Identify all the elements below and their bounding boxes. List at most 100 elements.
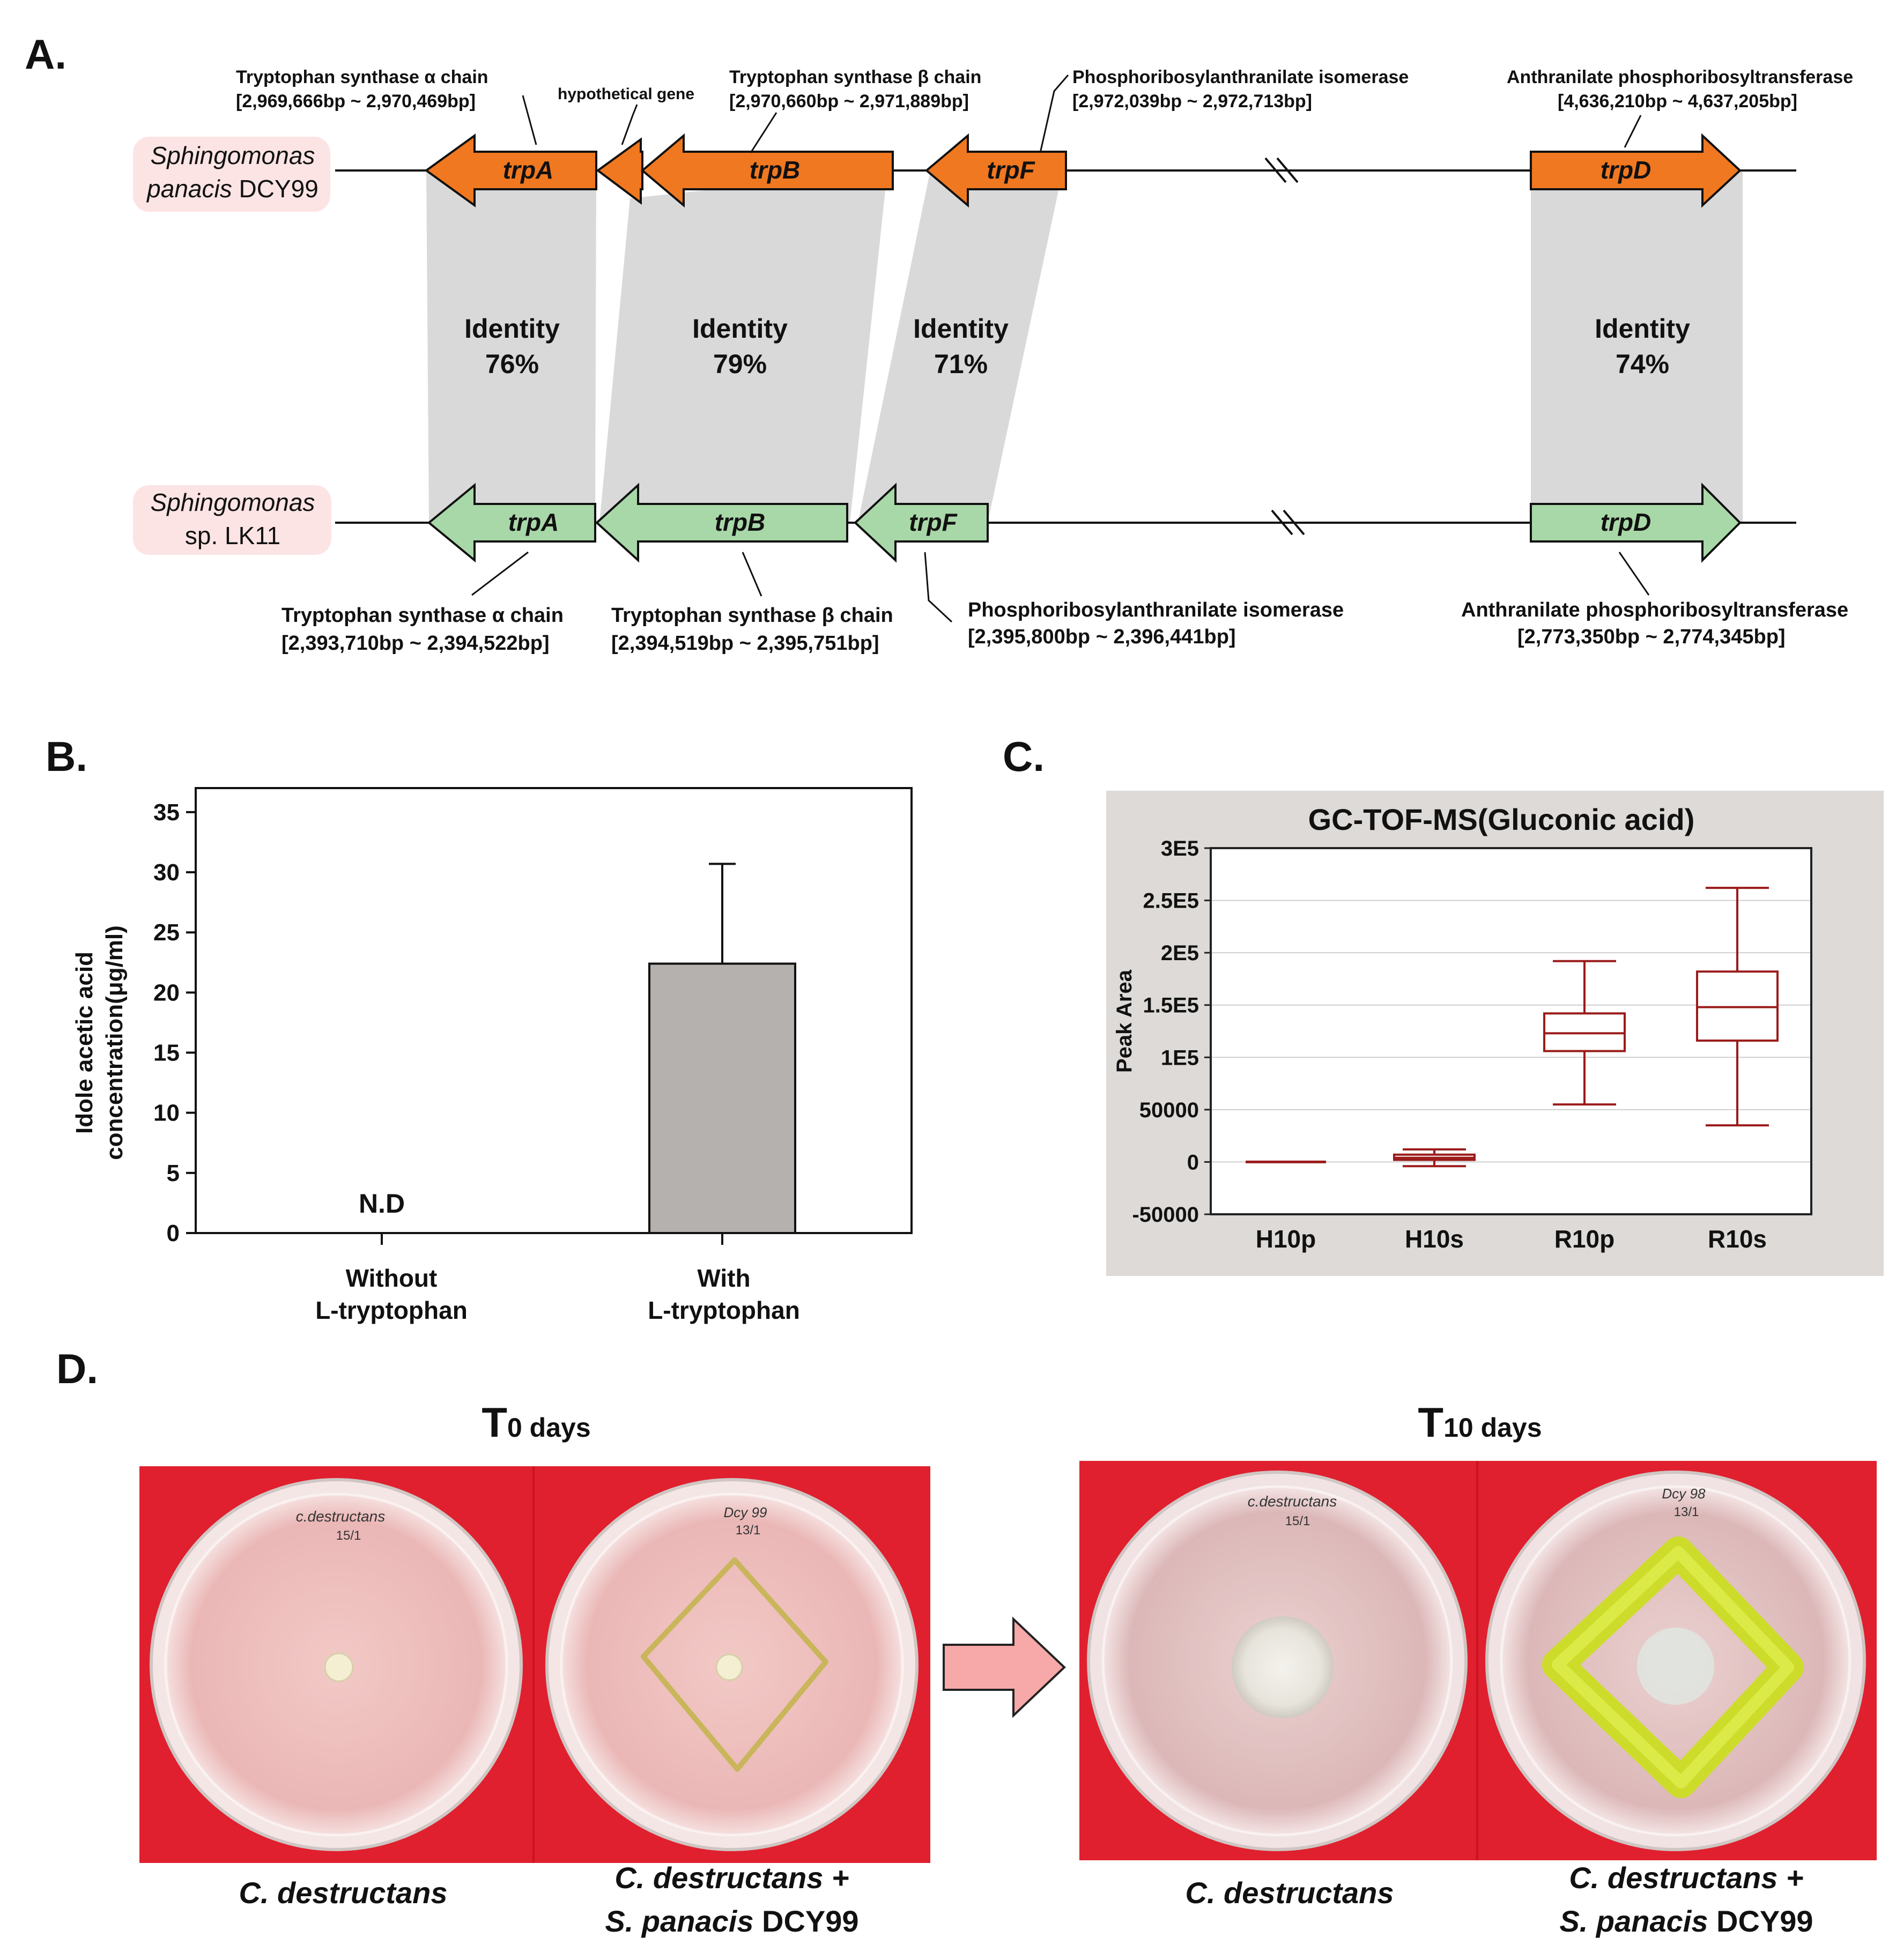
bottom-gene-trpA-label: trpA [508, 508, 559, 536]
fungus-plug-t0-coculture [715, 1653, 743, 1681]
identity-value-a: 76% [485, 349, 539, 379]
fungus-colony-t10-coculture [1637, 1628, 1714, 1705]
box-ytick-label-1: 0 [1187, 1150, 1199, 1174]
bacterial-streak-t0 [641, 1557, 828, 1772]
bottom-trpD-leader [1618, 552, 1650, 596]
bar-annotation-0: N.D [359, 1189, 405, 1219]
identity-label-d: Identity [1595, 314, 1690, 344]
caption-t10-coculture-line1: C. destructans + [1569, 1861, 1803, 1895]
t0-header: T0 days [482, 1399, 590, 1446]
caption-t10-coculture-line2: S. panacis DCY99 [1559, 1904, 1813, 1938]
svg-text:c.destructans: c.destructans [1248, 1493, 1337, 1510]
bottom-gene-trpD-label: trpD [1601, 508, 1651, 536]
box-chart: -50000 0 50000 1E5 1.5E5 2E5 2.5E5 3E5 H10p H10s R… [1132, 837, 1812, 1253]
top-organism-line1: Sphingomonas [151, 142, 315, 169]
bar-chart: 0 5 10 15 20 25 30 35 N.D [153, 787, 913, 1246]
bottom-trpF-range: [2,395,800bp ~ 2,396,441bp] [968, 626, 1236, 648]
bottom-gene-trpB-label: trpB [715, 508, 766, 536]
box-ytick-label-5: 2E5 [1161, 941, 1199, 965]
plate-t10-control: c.destructans 15/1 [1087, 1471, 1468, 1851]
top-gene-trpB-label: trpB [750, 156, 801, 184]
svg-text:13/1: 13/1 [736, 1523, 761, 1538]
top-gene-trpD [1530, 133, 1742, 208]
panel-c: C. GC-TOF-MS(Gluconic acid) Peak Area -5… [1003, 733, 1884, 1276]
top-trpA-name: Tryptophan synthase α chain [236, 67, 488, 87]
box-category-label-2: R10p [1554, 1225, 1614, 1253]
identity-label-f: Identity [913, 314, 1009, 344]
bottom-trpB-name: Tryptophan synthase β chain [611, 604, 893, 627]
top-break-mark [1264, 157, 1299, 183]
panel-d-label: D. [56, 1345, 98, 1392]
box-chart-title: GC-TOF-MS(Gluconic acid) [1308, 803, 1695, 836]
panel-a-label: A. [25, 31, 66, 78]
identity-value-b: 79% [713, 349, 767, 379]
identity-value-d: 74% [1616, 349, 1669, 379]
bar-ytick-label-5: 25 [153, 919, 180, 946]
top-trpF-name: Phosphoribosylanthranilate isomerase [1072, 67, 1409, 87]
bottom-organism-badge [133, 485, 331, 555]
top-organism-badge [133, 137, 330, 212]
bar-plot-frame [195, 787, 913, 1234]
bar-ylabel-line1: Idole acetic acid [71, 952, 98, 1134]
box-ytick-label-3: 1E5 [1161, 1046, 1199, 1070]
caption-t10-control: C. destructans [1186, 1876, 1394, 1910]
panel-c-label: C. [1003, 733, 1045, 780]
bottom-trpF-name: Phosphoribosylanthranilate isomerase [968, 599, 1344, 621]
box-plot-frame [1210, 847, 1812, 1215]
top-trpB-leader [750, 112, 777, 153]
top-organism-line2: panacis DCY99 [146, 175, 319, 203]
bottom-trpA-leader [471, 551, 529, 596]
t10-header: T10 days [1418, 1399, 1542, 1446]
bar-category-1-line2: L-tryptophan [315, 1296, 468, 1324]
bar-ytick-label-1: 5 [167, 1160, 180, 1186]
identity-shade-trpF [858, 170, 1063, 523]
svg-text:Dcy 99: Dcy 99 [724, 1504, 767, 1520]
box-chart-ylabel: Peak Area [1113, 969, 1136, 1073]
bottom-trpB-leader [742, 552, 762, 597]
panel-b-label: B. [46, 733, 87, 780]
top-trpA-leader [522, 95, 537, 145]
bottom-organism-line1: Sphingomonas [151, 488, 315, 516]
identity-shade-trpD [1531, 170, 1743, 523]
top-hyp-name: hypothetical gene [558, 85, 694, 103]
bottom-organism-line2: sp. LK11 [185, 522, 280, 550]
top-gene-trpA-label: trpA [503, 156, 554, 184]
caption-t0-coculture-line1: C. destructans + [614, 1861, 849, 1895]
identity-shade-trpA [426, 170, 596, 523]
panel-b: B. 0 5 10 15 20 25 30 35 N.D Idole acetic acid c… [46, 733, 913, 1324]
plate-t0-control: c.destructans 15/1 [150, 1478, 523, 1851]
top-trpD-leader [1624, 115, 1642, 148]
bar-ytick-label-4: 20 [153, 979, 180, 1006]
fungus-colony-t10 [1232, 1616, 1334, 1718]
identity-label-a: Identity [464, 314, 560, 344]
identity-label-b: Identity [692, 314, 788, 344]
bar-category-2-line2: L-tryptophan [648, 1296, 800, 1324]
caption-t0-coculture-line2: S. panacis DCY99 [605, 1904, 858, 1938]
bottom-trpA-range: [2,393,710bp ~ 2,394,522bp] [282, 632, 550, 655]
top-gene-trpD-label: trpD [1601, 156, 1651, 184]
top-trpF-leader [1039, 75, 1069, 153]
bottom-gene-trpF [854, 482, 989, 563]
top-gene-trpB [640, 133, 894, 208]
box-category-label-0: H10p [1256, 1225, 1316, 1253]
top-hyp-leader [621, 104, 638, 145]
box-ytick-label-4: 1.5E5 [1143, 994, 1199, 1018]
bar-ytick-label-3: 15 [153, 1040, 180, 1066]
identity-value-f: 71% [934, 349, 988, 379]
plate-t10-coculture: Dcy 98 13/1 [1485, 1471, 1866, 1851]
bottom-trpD-range: [2,773,350bp ~ 2,774,345bp] [1517, 626, 1786, 648]
bottom-gene-trpA [427, 482, 596, 563]
bottom-trpD-name: Anthranilate phosphoribosyltransferase [1461, 599, 1848, 621]
bar-ylabel-line2: concentration(μg/ml) [101, 925, 128, 1160]
top-gene-trpF-label: trpF [987, 156, 1035, 184]
top-gene-hypothetical [596, 137, 643, 205]
svg-text:c.destructans: c.destructans [296, 1508, 386, 1525]
bar-ytick-label-7: 35 [153, 799, 180, 826]
svg-text:13/1: 13/1 [1674, 1505, 1699, 1519]
top-trpD-range: [4,636,210bp ~ 4,637,205bp] [1558, 91, 1797, 112]
plate-t0-coculture: Dcy 99 13/1 [545, 1478, 919, 1851]
bar-ytick-label-2: 10 [153, 1100, 180, 1126]
fungus-plug-t0 [324, 1652, 354, 1682]
top-trpA-range: [2,969,666bp ~ 2,970,469bp] [236, 91, 476, 112]
